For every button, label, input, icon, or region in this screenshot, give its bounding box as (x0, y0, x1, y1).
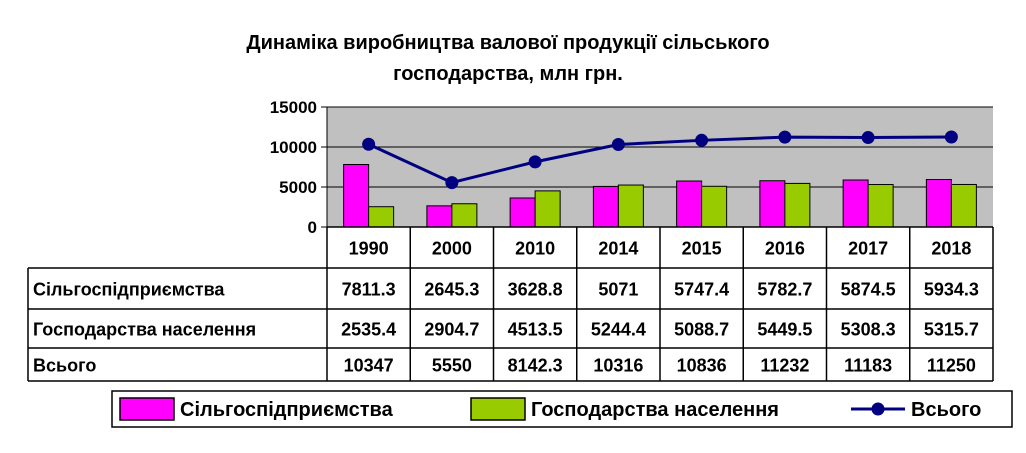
table-cell: 7811.3 (342, 280, 396, 300)
y-tick-label: 5000 (279, 178, 317, 197)
bar-hospodarstva (368, 206, 395, 228)
table-cell: 5244.4 (591, 320, 646, 340)
category-label: 1990 (349, 239, 389, 259)
y-tick-label: 15000 (270, 98, 317, 117)
table-row-label: Господарства населення (33, 320, 256, 340)
total-point (445, 176, 459, 190)
table-cell: 10836 (677, 356, 727, 376)
bar-hospodarstva (867, 184, 894, 228)
legend-label: Господарства населення (531, 399, 779, 421)
bar-silhosp (509, 197, 536, 228)
table-cell: 5550 (432, 356, 472, 376)
chart-title-line-1: Динаміка виробництва валової продукції с… (246, 32, 769, 54)
chart-title-line-2: господарства, млн грн. (393, 63, 623, 85)
bar-silhosp (343, 164, 370, 228)
category-label: 2014 (598, 239, 638, 259)
total-point (778, 130, 792, 144)
bar-hospodarstva (950, 183, 977, 228)
bar-silhosp (842, 179, 869, 228)
table-cell: 10347 (344, 356, 394, 376)
table-cell: 11232 (760, 356, 809, 376)
total-line-path (367, 135, 952, 185)
table-cell: 3628.8 (508, 280, 563, 300)
data-table: 1990 2000 2010 2014 2015 2016 2017 2018 Сільгосп… (27, 226, 994, 382)
table-cell: 5782.7 (757, 280, 812, 300)
bar-hospodarstva (617, 184, 644, 228)
table-cell: 2904.7 (424, 320, 479, 340)
table-row-label: Сільгоспідприємства (33, 280, 225, 300)
bar-hospodarstva (451, 203, 478, 228)
total-point (528, 155, 542, 169)
legend-box (111, 390, 1013, 428)
bar-silhosp (676, 180, 703, 228)
legend-swatch (119, 397, 175, 421)
table-cell: 2535.4 (341, 320, 396, 340)
y-tick-label: 0 (308, 218, 317, 237)
total-point (695, 133, 709, 147)
table-cell: 5308.3 (841, 320, 896, 340)
category-label: 2017 (848, 239, 888, 259)
legend: Сільгоспідприємства Господарства населенн… (111, 390, 1013, 428)
total-point (861, 131, 875, 145)
legend-label: Всього (911, 399, 981, 421)
category-label: 2015 (682, 239, 722, 259)
bar-hospodarstva (784, 182, 811, 228)
category-label: 2010 (515, 239, 555, 259)
bar-silhosp (426, 205, 453, 228)
table-cell: 8142.3 (508, 356, 563, 376)
legend-marker (871, 402, 885, 416)
legend-swatch (470, 397, 526, 421)
category-label: 2016 (765, 239, 805, 259)
category-label: 2000 (432, 239, 472, 259)
table-cell: 2645.3 (424, 280, 479, 300)
table-cell: 11183 (844, 356, 892, 376)
category-label: 2018 (931, 239, 971, 259)
table-cell: 5071 (598, 280, 638, 300)
table-cell: 5088.7 (674, 320, 729, 340)
total-point (611, 137, 625, 151)
bar-silhosp (925, 179, 952, 228)
table-cell: 5874.5 (841, 280, 896, 300)
bar-silhosp (759, 180, 786, 228)
total-line (362, 130, 958, 190)
table-cell: 4513.5 (508, 320, 563, 340)
table-cell: 5449.5 (757, 320, 812, 340)
bar-hospodarstva (701, 185, 728, 228)
table-cell: 10316 (593, 356, 643, 376)
bar-silhosp (592, 185, 619, 228)
table-cell: 5747.4 (674, 280, 729, 300)
axes: 0 5000 10000 15000 (270, 98, 328, 237)
bar-hospodarstva (534, 190, 561, 228)
table-cell: 5934.3 (924, 280, 979, 300)
legend-label: Сільгоспідприємства (180, 399, 394, 421)
total-point (362, 137, 376, 151)
table-cell: 5315.7 (924, 320, 979, 340)
table-cell: 11250 (927, 356, 976, 376)
y-tick-label: 10000 (270, 138, 317, 157)
total-point (944, 130, 958, 144)
table-row-label: Всього (33, 356, 96, 376)
